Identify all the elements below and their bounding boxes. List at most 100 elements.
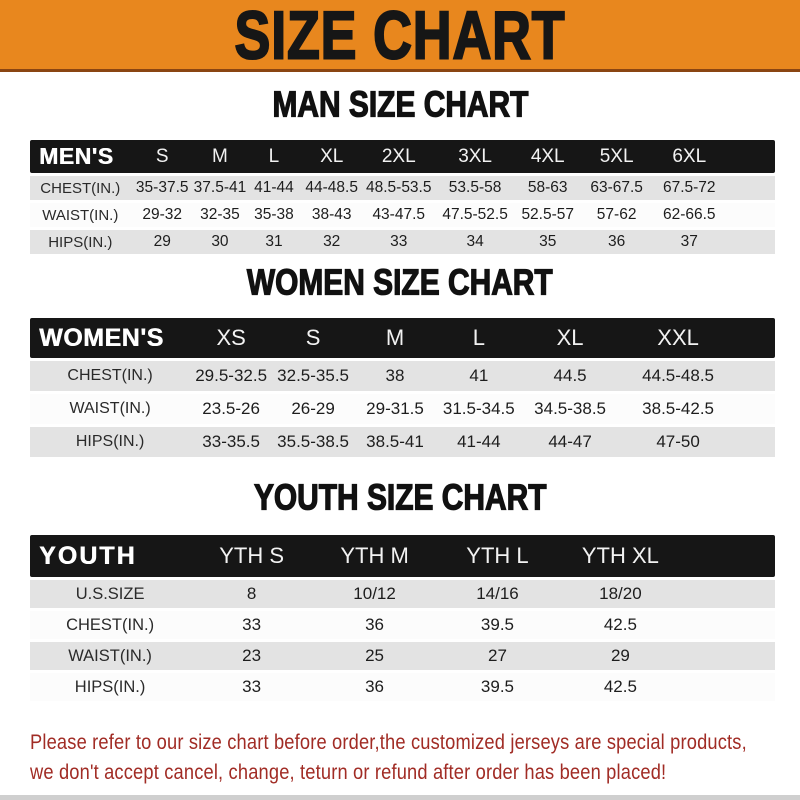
- youth-column-header-yth-s: YTH S: [219, 543, 285, 568]
- youth-cell: 23: [242, 646, 262, 665]
- women-cell: 44.5-48.5: [642, 366, 715, 385]
- men-cell: 37.5-41: [193, 179, 247, 196]
- notice-line-2: we don't accept cancel, change, teturn o…: [30, 760, 667, 784]
- men-section-heading: MAN SIZE CHART: [0, 85, 800, 125]
- men-cell: 58-63: [527, 179, 568, 196]
- men-table-header-row: MEN'S S M L XL 2XL 3XL 4XL 5XL 6XL: [30, 140, 775, 173]
- bottom-border-strip: [0, 795, 800, 800]
- youth-cell: 10/12: [353, 584, 396, 603]
- men-row-label: WAIST(IN.): [42, 206, 119, 224]
- men-cell: 34: [466, 233, 484, 250]
- youth-cell: 18/20: [599, 584, 642, 603]
- women-section-heading-text: WOMEN SIZE CHART: [247, 263, 554, 303]
- men-column-header-4xl: 4XL: [530, 145, 565, 167]
- men-cell: 67.5-72: [662, 179, 716, 196]
- men-cell: 57-62: [596, 206, 637, 223]
- women-cell: 32.5-35.5: [277, 366, 349, 385]
- men-cell: 30: [211, 233, 229, 250]
- men-cell: 31: [265, 233, 283, 250]
- women-column-header-xl: XL: [556, 325, 584, 350]
- youth-cell: 27: [488, 646, 507, 665]
- youth-section: YOUTH SIZE CHART YOUTH YTH S YTH M YTH L YTH…: [0, 478, 800, 701]
- men-table-row-chestin: CHEST(IN.) 35-37.5 37.5-41 41-44 44-48.5 48.5…: [30, 176, 775, 200]
- women-cell: 33-35.5: [202, 432, 260, 451]
- men-column-header-2xl: 2XL: [381, 145, 416, 167]
- men-cell: 33: [390, 233, 408, 250]
- youth-section-heading: YOUTH SIZE CHART: [0, 478, 800, 518]
- youth-row-label: HIPS(IN.): [74, 677, 146, 696]
- women-row-label: WAIST(IN.): [69, 400, 151, 417]
- men-cell: 29-32: [142, 206, 183, 223]
- women-cell: 47-50: [656, 432, 700, 451]
- men-row-label: HIPS(IN.): [48, 233, 113, 251]
- women-cell: 44.5: [553, 366, 587, 385]
- women-table-label: WOMEN'S: [39, 323, 164, 352]
- men-cell: 48.5-53.5: [365, 179, 432, 196]
- women-column-header-xxl: XXL: [657, 325, 699, 350]
- men-cell: 29: [153, 233, 171, 250]
- women-cell: 29.5-32.5: [195, 366, 268, 385]
- youth-table-row-ussize: U.S.SIZE 8 10/12 14/16 18/20: [30, 580, 775, 608]
- women-section-heading: WOMEN SIZE CHART: [0, 263, 800, 303]
- notice-line-1: Please refer to our size chart before or…: [30, 730, 747, 754]
- men-cell: 62-66.5: [662, 206, 716, 223]
- youth-table-row-hipsin: HIPS(IN.) 33 36 39.5 42.5: [30, 673, 775, 701]
- youth-cell: 42.5: [603, 615, 637, 634]
- youth-cell: 33: [242, 677, 262, 696]
- men-cell: 41-44: [254, 179, 294, 196]
- women-cell: 41: [469, 366, 489, 385]
- women-row-label: HIPS(IN.): [75, 433, 145, 450]
- women-cell: 23.5-26: [202, 399, 260, 418]
- men-table-row-hipsin: HIPS(IN.) 29 30 31 32 33 34 35 36 37: [30, 230, 775, 254]
- men-cell: 47.5-52.5: [442, 206, 508, 223]
- women-column-header-m: M: [385, 325, 405, 350]
- women-cell: 26-29: [291, 399, 335, 418]
- men-cell: 35-38: [254, 206, 294, 223]
- men-cell: 35: [539, 233, 557, 250]
- men-column-header-m: M: [212, 145, 228, 167]
- women-column-header-xs: XS: [216, 325, 246, 350]
- youth-section-heading-text: YOUTH SIZE CHART: [253, 478, 547, 518]
- youth-row-label: WAIST(IN.): [68, 646, 152, 665]
- youth-table-header-row: YOUTH YTH S YTH M YTH L YTH XL: [30, 535, 775, 577]
- men-cell: 35-37.5: [135, 179, 189, 196]
- men-cell: 38-43: [311, 206, 352, 223]
- youth-cell: 29: [610, 646, 630, 665]
- page-title: SIZE CHART: [203, 0, 597, 73]
- men-cell: 36: [608, 233, 626, 250]
- youth-cell: 39.5: [480, 677, 515, 696]
- youth-cell: 36: [365, 615, 385, 634]
- men-column-header-xl: XL: [320, 145, 344, 167]
- women-cell: 35.5-38.5: [277, 432, 349, 451]
- youth-table-row-waistin: WAIST(IN.) 23 25 27 29: [30, 642, 775, 670]
- women-cell: 38: [385, 366, 405, 385]
- men-cell: 53.5-58: [448, 179, 502, 196]
- women-cell: 29-31.5: [366, 399, 424, 418]
- youth-row-label: U.S.SIZE: [75, 584, 145, 603]
- women-table-row-chestin: CHEST(IN.) 29.5-32.5 32.5-35.5 38 41 44.5 44.5…: [30, 361, 775, 391]
- youth-cell: 42.5: [603, 677, 637, 696]
- women-cell: 41-44: [457, 432, 501, 451]
- youth-column-header-yth-xl: YTH XL: [581, 543, 659, 568]
- women-row-label: CHEST(IN.): [67, 367, 153, 384]
- page-title-text: SIZE CHART: [234, 0, 566, 73]
- women-section: WOMEN SIZE CHART WOMEN'S XS S M L XL XXL CHEST(…: [0, 263, 800, 457]
- men-cell: 44-48.5: [305, 179, 358, 196]
- men-column-header-5xl: 5XL: [599, 145, 634, 167]
- youth-cell: 36: [365, 677, 385, 696]
- women-cell: 34.5-38.5: [534, 399, 606, 418]
- men-row-label: CHEST(IN.): [40, 179, 121, 197]
- men-section-heading-text: MAN SIZE CHART: [271, 85, 528, 125]
- women-table-row-waistin: WAIST(IN.) 23.5-26 26-29 29-31.5 31.5-34.5 34…: [30, 394, 775, 424]
- youth-cell: 8: [246, 584, 257, 603]
- youth-cell: 33: [242, 615, 262, 634]
- women-size-table: WOMEN'S XS S M L XL XXL CHEST(IN.) 29.5-32.5 32.5…: [30, 318, 775, 457]
- men-cell: 43-47.5: [372, 206, 426, 223]
- men-section: MAN SIZE CHART MEN'S S M L XL 2XL 3XL 4XL 5XL 6XL…: [0, 85, 800, 254]
- men-cell: 32: [323, 233, 341, 250]
- men-cell: 37: [680, 233, 698, 250]
- men-table-row-waistin: WAIST(IN.) 29-32 32-35 35-38 38-43 43-47.5 47.…: [30, 203, 775, 227]
- women-cell: 38.5-42.5: [642, 399, 715, 418]
- youth-column-header-yth-m: YTH M: [340, 543, 409, 568]
- youth-cell: 14/16: [476, 584, 519, 603]
